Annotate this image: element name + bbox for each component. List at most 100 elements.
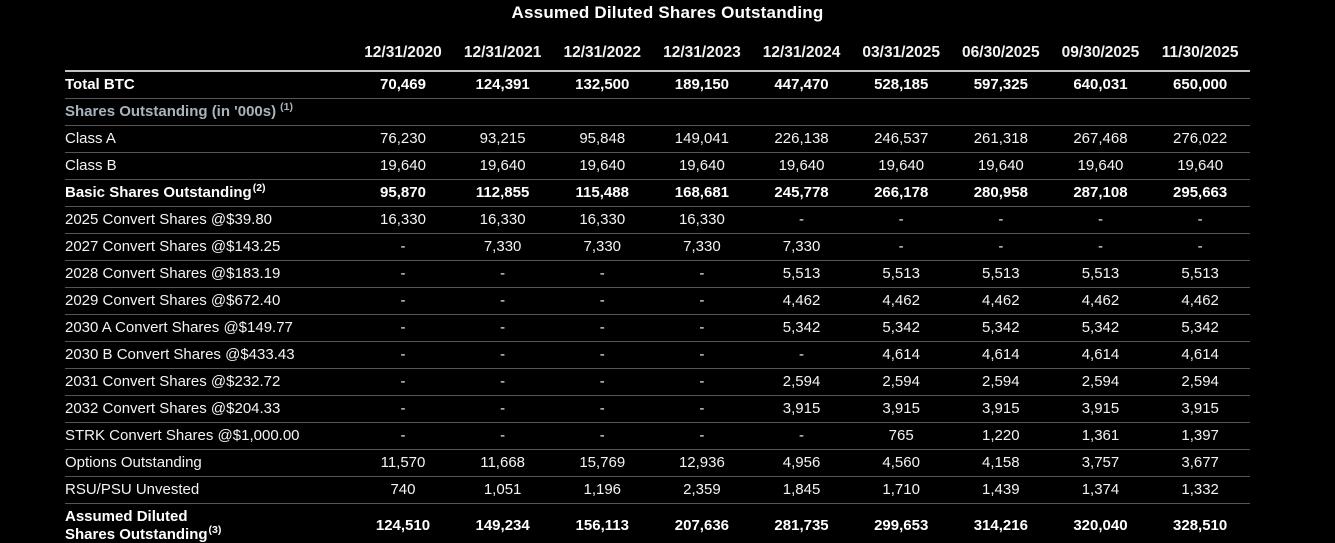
value-cell: 5,513 [882, 265, 920, 282]
row-label: 2025 Convert Shares @$39.80 [65, 207, 353, 234]
table-row: Total BTC 70,469 124,391 132,500 189,150 447,… [65, 71, 1250, 99]
value-cell: 4,462 [1081, 292, 1120, 309]
value-cell: 4,462 [982, 292, 1020, 309]
value-cell: 5,342 [1181, 319, 1219, 336]
value-cell: 19,640 [479, 157, 526, 174]
value-cell: 246,537 [874, 130, 929, 147]
row-label: 2031 Convert Shares @$232.72 [65, 369, 353, 396]
value-cell: 4,614 [982, 346, 1020, 363]
row-label-text: STRK Convert Shares @$1,000.00 [65, 427, 300, 444]
value-cell: 149,041 [674, 130, 730, 147]
value-cell: - [699, 265, 705, 282]
value-cell: - [400, 373, 406, 390]
row-label: 2030 B Convert Shares @$433.43 [65, 342, 353, 369]
row-label: Options Outstanding [65, 450, 353, 477]
value-cell: - [500, 265, 506, 282]
value-cell: 226,138 [774, 130, 829, 147]
table-row: Options Outstanding 11,570 11,668 15,769 12,… [65, 450, 1250, 477]
value-cell: - [699, 427, 705, 444]
column-header-date: 09/30/2025 [1061, 44, 1140, 61]
value-cell: 5,342 [1081, 319, 1120, 336]
row-label-text: RSU/PSU Unvested [65, 481, 200, 498]
row-label-text: 2030 B Convert Shares @$433.43 [65, 346, 295, 363]
value-cell: 740 [390, 481, 416, 498]
value-cell: - [699, 400, 705, 417]
value-cell: 3,677 [1181, 454, 1219, 471]
value-cell: 19,640 [1077, 157, 1124, 174]
value-cell: 7,330 [483, 238, 522, 255]
value-cell: - [500, 427, 506, 444]
value-cell: - [599, 319, 605, 336]
footnote-marker: (3) [208, 524, 222, 536]
row-label-text: 2032 Convert Shares @$204.33 [65, 400, 281, 417]
column-header-date: 12/31/2023 [663, 44, 741, 61]
value-cell: 245,778 [774, 184, 829, 201]
value-cell: 16,330 [479, 211, 526, 228]
value-cell: - [500, 292, 506, 309]
value-cell: 1,332 [1181, 481, 1219, 498]
table-row: Basic Shares Outstanding(2) 95,870 112,855… [65, 180, 1250, 207]
value-cell: 168,681 [674, 184, 730, 201]
value-cell: 5,513 [1081, 265, 1120, 282]
value-cell [752, 99, 852, 126]
row-label-text: Assumed Diluted Shares Outstanding [65, 508, 208, 543]
value-cell: 19,640 [380, 157, 426, 174]
value-cell: - [599, 373, 605, 390]
value-cell: 2,594 [882, 373, 920, 390]
value-cell [851, 99, 951, 126]
value-cell: 280,958 [973, 184, 1028, 201]
table-row: STRK Convert Shares @$1,000.00 - - - - - 765 1,… [65, 423, 1250, 450]
value-cell: 7,330 [782, 238, 821, 255]
value-cell: 314,216 [973, 517, 1028, 534]
value-cell [1051, 99, 1151, 126]
table-row: 2025 Convert Shares @$39.80 16,330 16,330 1… [65, 207, 1250, 234]
value-cell [453, 99, 553, 126]
value-cell: 2,594 [1181, 373, 1219, 390]
value-cell: - [599, 346, 605, 363]
value-cell: 640,031 [1073, 76, 1128, 93]
value-cell: 276,022 [1173, 130, 1228, 147]
value-cell: - [1197, 211, 1203, 228]
table-row: Class A 76,230 93,215 95,848 149,041 226,138 2… [65, 126, 1250, 153]
table-row: 2032 Convert Shares @$204.33 - - - - 3,915 3,9… [65, 396, 1250, 423]
column-header-date: 12/31/2022 [563, 44, 642, 61]
value-cell: - [699, 292, 705, 309]
value-cell: 287,108 [1073, 184, 1128, 201]
value-cell: 4,462 [782, 292, 821, 309]
value-cell: 16,330 [678, 211, 725, 228]
diluted-shares-table: 12/31/2020 12/31/2021 12/31/2022 12/31/2023… [65, 41, 1250, 543]
value-cell: 299,653 [874, 517, 929, 534]
value-cell: 267,468 [1073, 130, 1128, 147]
value-cell: 4,956 [782, 454, 821, 471]
value-cell: 115,488 [575, 184, 629, 201]
value-cell: 112,855 [475, 184, 530, 201]
value-cell: 11,570 [380, 454, 426, 471]
value-cell: 295,663 [1173, 184, 1228, 201]
value-cell: 15,769 [579, 454, 626, 471]
value-cell: - [599, 292, 605, 309]
value-cell: 95,848 [579, 130, 626, 147]
value-cell: 4,158 [982, 454, 1020, 471]
value-cell: 7,330 [683, 238, 721, 255]
value-cell: 19,640 [778, 157, 825, 174]
value-cell: 124,391 [475, 76, 530, 93]
row-label: Shares Outstanding (in '000s) (1) [65, 99, 353, 126]
value-cell: 2,359 [683, 481, 721, 498]
footnote-marker: (2) [252, 182, 266, 194]
value-cell: - [998, 211, 1004, 228]
row-label: Basic Shares Outstanding(2) [65, 180, 353, 207]
row-label-text: Total BTC [65, 76, 135, 93]
value-cell: 1,397 [1181, 427, 1219, 444]
row-label-column-header [65, 41, 353, 71]
row-label: 2032 Convert Shares @$204.33 [65, 396, 353, 423]
value-cell: - [400, 238, 406, 255]
value-cell: 7,330 [583, 238, 622, 255]
page-title: Assumed Diluted Shares Outstanding [511, 3, 824, 22]
value-cell [552, 99, 652, 126]
table-header-row: 12/31/2020 12/31/2021 12/31/2022 12/31/2023… [65, 41, 1250, 71]
value-cell: 4,614 [1181, 346, 1219, 363]
value-cell: 281,735 [774, 517, 829, 534]
value-cell: 12,936 [678, 454, 725, 471]
value-cell: 93,215 [479, 130, 526, 147]
value-cell: 1,361 [1081, 427, 1120, 444]
